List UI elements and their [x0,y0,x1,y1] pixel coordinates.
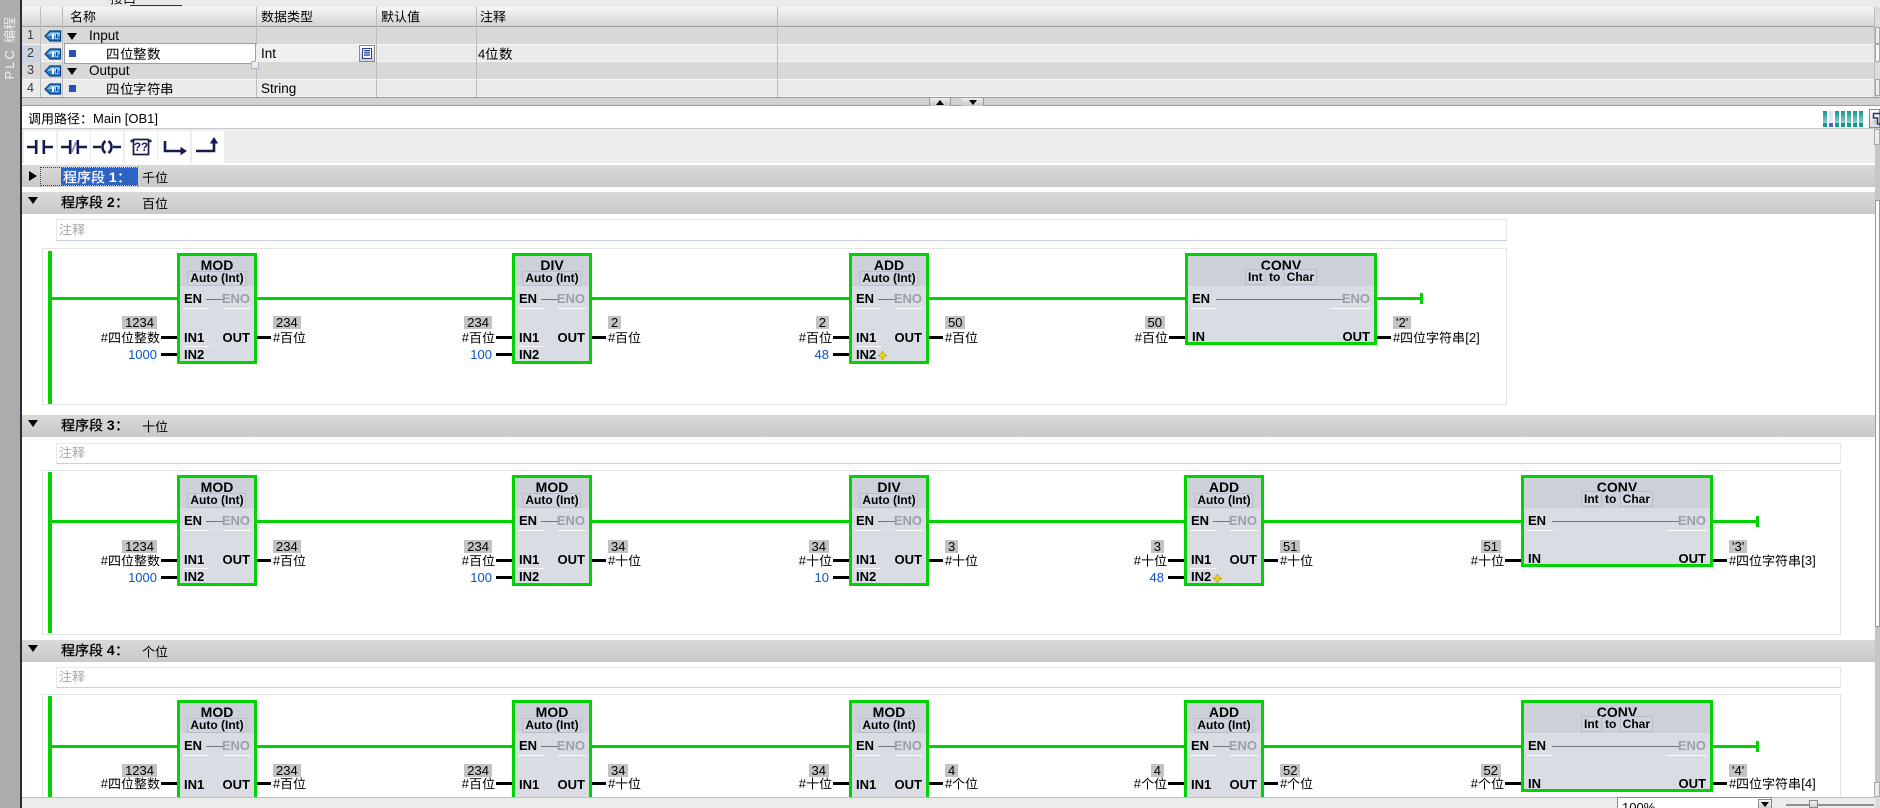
svg-text:??: ?? [133,141,147,153]
